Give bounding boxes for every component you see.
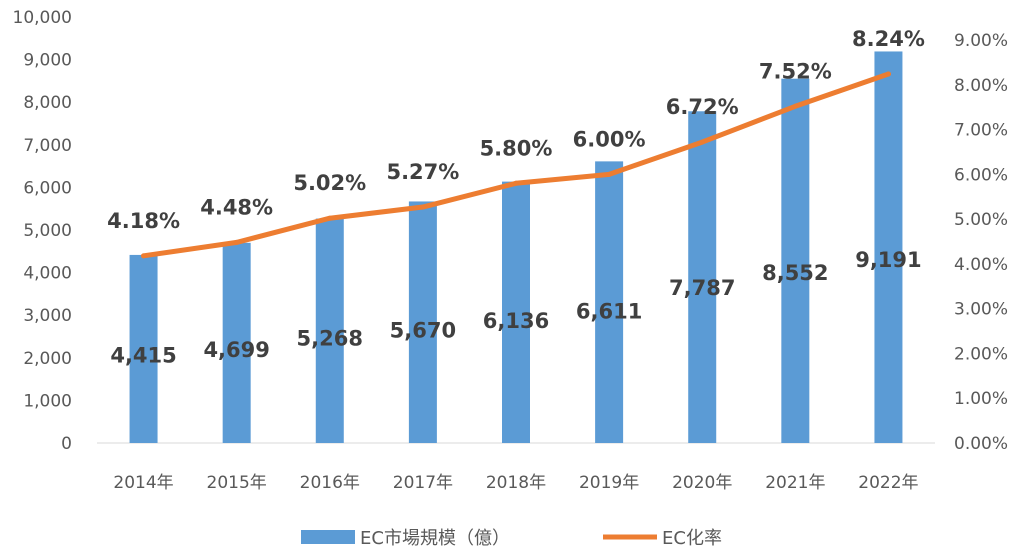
legend-line-label: EC化率	[662, 528, 722, 549]
bar	[315, 218, 344, 443]
y-right-tick-label: 6.00%	[954, 165, 1008, 185]
y-right-tick-label: 5.00%	[954, 210, 1008, 230]
y-left-tick-label: 4,000	[23, 264, 72, 284]
line-point	[699, 139, 705, 145]
x-tick-label: 2022年	[858, 473, 918, 493]
bar	[129, 254, 158, 443]
y-right-tick-label: 1.00%	[954, 389, 1008, 409]
bar-data-label: 6,136	[483, 309, 549, 333]
x-tick-label: 2021年	[765, 473, 825, 493]
y-right-tick-label: 2.00%	[954, 344, 1008, 364]
y-right-tick-label: 0.00%	[954, 434, 1008, 454]
line-data-label: 6.72%	[666, 95, 739, 119]
line-point	[420, 204, 426, 210]
x-tick-label: 2019年	[579, 473, 639, 493]
x-tick-label: 2018年	[486, 473, 546, 493]
y-left-tick-label: 1,000	[23, 391, 72, 411]
y-right-tick-label: 3.00%	[954, 300, 1008, 320]
x-tick-label: 2014年	[113, 473, 173, 493]
line-data-label: 5.27%	[386, 160, 459, 184]
line-data-label: 7.52%	[759, 59, 832, 83]
bar	[874, 51, 903, 443]
y-right-tick-label: 7.00%	[954, 121, 1008, 141]
bar	[688, 111, 717, 443]
bar-series	[129, 51, 903, 444]
y-right-tick-label: 9.00%	[954, 31, 1008, 51]
line-data-label: 4.18%	[107, 209, 180, 233]
x-tick-label: 2017年	[393, 473, 453, 493]
x-tick-label: 2020年	[672, 473, 732, 493]
y-left-tick-label: 8,000	[23, 93, 72, 113]
line-data-labels: 4.18% 4.48% 5.02% 5.27% 5.80% 6.00% 6.72% 7.52%…	[107, 27, 925, 233]
legend-bar-swatch	[301, 530, 355, 544]
bar	[222, 242, 251, 443]
line-point	[234, 239, 240, 245]
bar-data-labels: 4,415 4,699 5,268 5,670 6,136 6,611 7,787 8,552…	[110, 248, 921, 368]
bar	[502, 181, 530, 444]
bar	[595, 161, 624, 443]
y-left-tick-label: 3,000	[23, 306, 72, 326]
line-point	[141, 253, 147, 259]
line-point	[606, 171, 612, 177]
line-series	[141, 71, 891, 259]
bar	[408, 201, 437, 443]
x-axis: 2014年 2015年 2016年 2017年 2018年 2019年 2020年 2021年…	[113, 473, 918, 493]
bar-data-label: 6,611	[576, 300, 642, 324]
bar-data-label: 7,787	[669, 276, 735, 300]
bar-data-label: 8,552	[762, 261, 828, 285]
y-right-tick-label: 8.00%	[954, 76, 1008, 96]
bar-data-label: 5,670	[390, 318, 456, 342]
bar	[781, 78, 810, 443]
y-left-tick-label: 2,000	[23, 349, 72, 369]
y-right-tick-label: 4.00%	[954, 255, 1008, 275]
line-point	[792, 103, 798, 109]
line-point	[513, 180, 519, 186]
bar-data-label: 4,415	[110, 344, 176, 368]
legend: EC市場規模（億） EC化率	[301, 528, 722, 549]
line-data-label: 5.80%	[480, 136, 553, 160]
line-data-label: 8.24%	[852, 27, 925, 51]
line-data-label: 6.00%	[573, 127, 646, 151]
legend-bar-label: EC市場規模（億）	[360, 528, 510, 549]
y-left-tick-label: 0	[61, 434, 72, 454]
y-right-axis: 0.00% 1.00% 2.00% 3.00% 4.00% 5.00% 6.00% 7.00%…	[954, 31, 1008, 454]
x-tick-label: 2015年	[207, 473, 267, 493]
line-point	[885, 71, 891, 77]
line-data-label: 4.48%	[200, 195, 273, 219]
y-left-tick-label: 6,000	[23, 178, 72, 198]
bar-data-label: 9,191	[855, 248, 921, 272]
line-point	[327, 215, 333, 221]
bar-data-label: 5,268	[297, 327, 363, 351]
bar-data-label: 4,699	[203, 338, 269, 362]
x-tick-label: 2016年	[300, 473, 360, 493]
y-left-tick-label: 10,000	[13, 8, 72, 28]
y-left-axis: 0 1,000 2,000 3,000 4,000 5,000 6,000 7,000 8,00…	[13, 8, 72, 454]
line-data-label: 5.02%	[293, 171, 366, 195]
y-left-tick-label: 9,000	[23, 51, 72, 71]
y-left-tick-label: 5,000	[23, 221, 72, 241]
y-left-tick-label: 7,000	[23, 136, 72, 156]
